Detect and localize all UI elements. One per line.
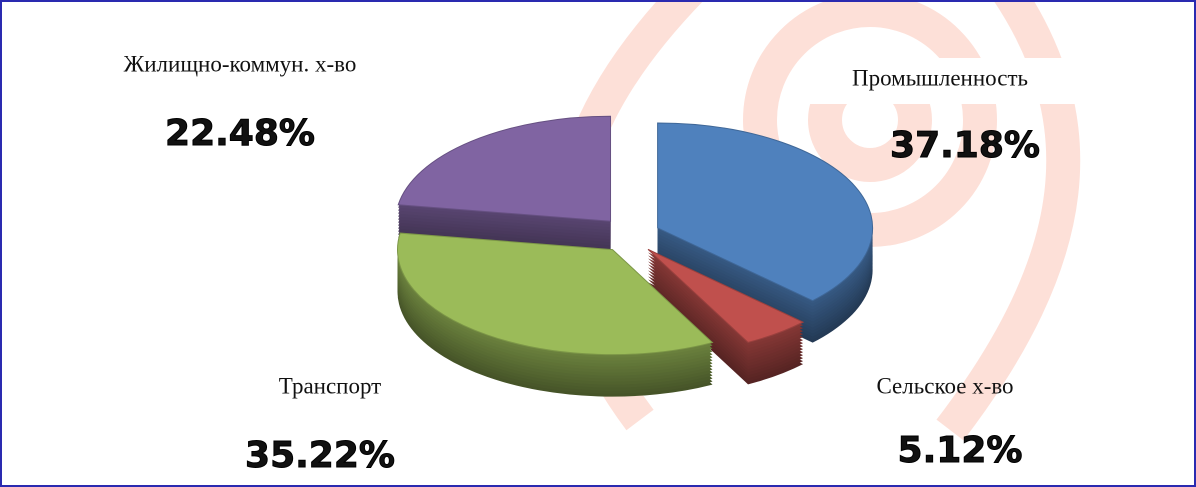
value-label: 37.18% (890, 125, 1040, 166)
chart: Промышленность 37.18% Сельское х-во 5.12% Тр… (0, 0, 1196, 487)
category-label: Сельское х-во (876, 373, 1013, 398)
value-label: 5.12% (898, 430, 1023, 471)
category-label: Промышленность (852, 65, 1028, 90)
category-label: Жилищно-коммун. х-во (124, 51, 357, 76)
value-label: 22.48% (165, 113, 315, 154)
value-label: 35.22% (245, 435, 395, 476)
category-label: Транспорт (279, 373, 381, 398)
